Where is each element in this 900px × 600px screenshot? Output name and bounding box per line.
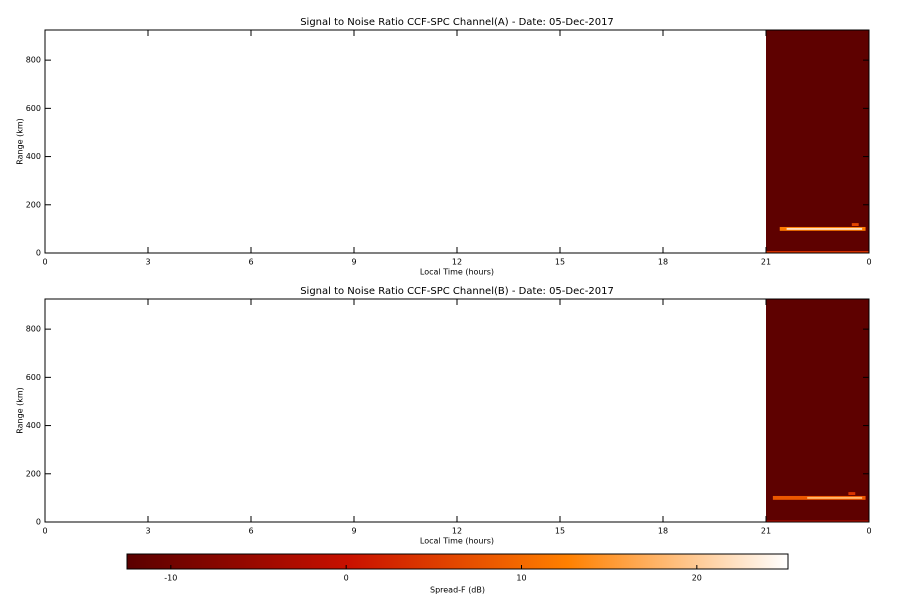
x-tick-label: 18 [658,527,668,536]
chart-title: Signal to Noise Ratio CCF-SPC Channel(A)… [300,17,614,28]
x-tick-label: 9 [351,527,356,536]
x-tick-label: 0 [42,258,47,267]
x-tick-label: 6 [248,258,253,267]
x-tick-label: 12 [452,258,462,267]
plot-frame [44,29,870,254]
x-tick-label: 18 [658,258,668,267]
colorbar-tick-label: -10 [164,574,177,583]
x-tick-label: 0 [866,258,871,267]
colorbar-tick-label: 10 [516,574,526,583]
y-tick-label: 400 [26,152,41,161]
x-tick-label: 3 [145,258,150,267]
x-tick-label: 0 [866,527,871,536]
heatmap-cell [766,520,869,522]
x-tick-label: 21 [761,258,771,267]
y-tick-label: 800 [26,56,41,65]
y-tick-label: 0 [36,249,41,258]
colorbar-tick-label: 0 [344,574,349,583]
x-tick-label: 0 [42,527,47,536]
y-tick-label: 0 [36,518,41,527]
x-tick-label: 21 [761,527,771,536]
heatmap-cell [851,223,859,226]
x-tick-label: 15 [555,527,565,536]
y-axis-label: Range (km) [16,387,25,434]
heatmap-cell [766,299,869,522]
y-tick-label: 600 [26,373,41,382]
plot-frame [44,298,870,523]
y-tick-label: 200 [26,469,41,478]
heatmap-cell [786,227,863,230]
heatmap-cell [766,30,869,253]
colorbar-label: Spread-F (dB) [430,586,485,595]
x-tick-label: 15 [555,258,565,267]
y-tick-label: 400 [26,421,41,430]
colorbar-tick-label: 20 [692,574,702,583]
x-tick-label: 9 [351,258,356,267]
x-axis-label: Local Time (hours) [420,268,494,277]
y-tick-label: 800 [26,325,41,334]
x-tick-label: 6 [248,527,253,536]
heatmap-cell [807,496,863,499]
heatmap-cell [766,251,869,253]
y-axis-label: Range (km) [16,118,25,165]
heatmap-cell [848,492,856,495]
colorbar [126,553,789,570]
x-axis-label: Local Time (hours) [420,537,494,546]
y-tick-label: 200 [26,200,41,209]
y-tick-label: 600 [26,104,41,113]
x-tick-label: 12 [452,527,462,536]
chart-title: Signal to Noise Ratio CCF-SPC Channel(B)… [300,286,614,297]
x-tick-label: 3 [145,527,150,536]
